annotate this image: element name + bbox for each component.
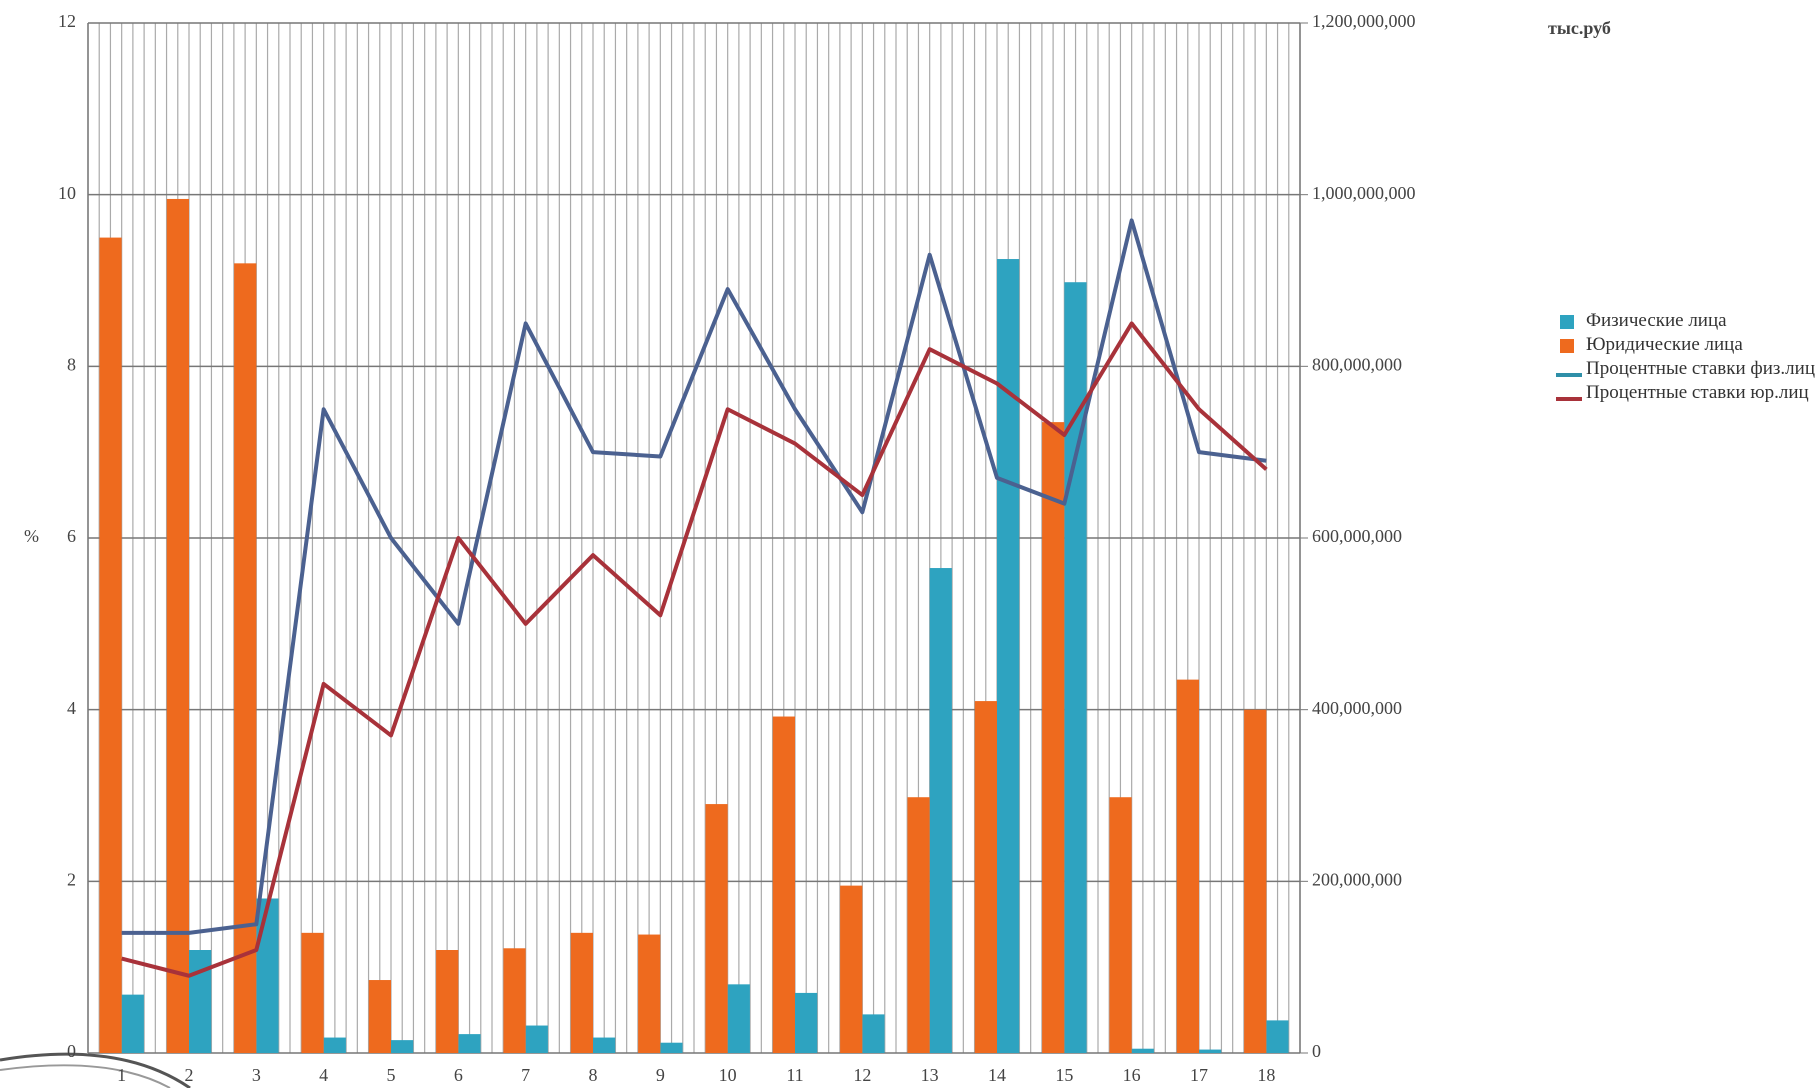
bar bbox=[705, 804, 728, 1053]
bar bbox=[660, 1042, 683, 1053]
bar bbox=[368, 980, 391, 1053]
legend-swatch bbox=[1556, 373, 1582, 377]
bar bbox=[593, 1037, 616, 1053]
bar bbox=[1244, 709, 1267, 1053]
y-tick-label: 2 bbox=[67, 869, 76, 889]
x-tick-label: 3 bbox=[252, 1065, 261, 1085]
bar bbox=[570, 932, 593, 1053]
bar bbox=[121, 994, 144, 1053]
legend-label: Юридические лица bbox=[1586, 334, 1743, 355]
x-tick-label: 6 bbox=[454, 1065, 463, 1085]
x-tick-label: 18 bbox=[1257, 1065, 1275, 1085]
bar bbox=[929, 568, 952, 1053]
legend-item: Физические лица bbox=[1556, 310, 1820, 332]
y-tick-label: 12 bbox=[58, 11, 76, 31]
y-tick-label: 6 bbox=[67, 526, 76, 546]
x-tick-label: 2 bbox=[185, 1065, 194, 1085]
legend-swatch bbox=[1560, 339, 1574, 353]
y2-tick-label: 1,000,000,000 bbox=[1312, 183, 1416, 203]
x-tick-label: 7 bbox=[521, 1065, 530, 1085]
bar bbox=[1266, 1020, 1289, 1053]
x-tick-label: 10 bbox=[719, 1065, 737, 1085]
bar bbox=[862, 1014, 885, 1053]
legend: Физические лица Юридические лица Процентны… bbox=[1556, 310, 1820, 406]
y2-tick-label: 200,000,000 bbox=[1312, 869, 1402, 889]
bar bbox=[256, 898, 279, 1053]
y2-axis-label: тыс.руб bbox=[1548, 18, 1611, 38]
y2-tick-label: 0 bbox=[1312, 1041, 1321, 1061]
bar bbox=[1109, 797, 1132, 1053]
y2-tick-label: 600,000,000 bbox=[1312, 526, 1402, 546]
legend-label: Процентные ставки физ.лиц bbox=[1586, 358, 1815, 379]
bar bbox=[772, 716, 795, 1053]
bar bbox=[301, 932, 324, 1053]
legend-label: Физические лица bbox=[1586, 310, 1727, 331]
bar bbox=[458, 1034, 481, 1053]
y2-tick-label: 800,000,000 bbox=[1312, 354, 1402, 374]
y2-tick-label: 400,000,000 bbox=[1312, 698, 1402, 718]
bar bbox=[1176, 679, 1199, 1053]
bar bbox=[99, 237, 122, 1054]
bar bbox=[166, 198, 189, 1054]
x-tick-label: 4 bbox=[319, 1065, 328, 1085]
x-tick-label: 16 bbox=[1123, 1065, 1141, 1085]
x-tick-label: 15 bbox=[1055, 1065, 1073, 1085]
bar bbox=[391, 1040, 414, 1053]
bar bbox=[1064, 282, 1087, 1053]
bar bbox=[525, 1025, 548, 1053]
x-tick-label: 9 bbox=[656, 1065, 665, 1085]
y-axis-label: % bbox=[24, 526, 39, 546]
y-tick-label: 8 bbox=[67, 354, 76, 374]
legend-swatch bbox=[1556, 397, 1582, 401]
bar bbox=[503, 948, 526, 1053]
y2-tick-label: 1,200,000,000 bbox=[1312, 11, 1416, 31]
bar bbox=[436, 950, 459, 1053]
decoration bbox=[0, 1064, 171, 1088]
legend-label: Процентные ставки юр.лиц bbox=[1586, 382, 1809, 403]
legend-item: Юридические лица bbox=[1556, 334, 1820, 356]
bar bbox=[727, 984, 750, 1053]
y-tick-label: 0 bbox=[67, 1041, 76, 1061]
legend-item: Процентные ставки юр.лиц bbox=[1556, 382, 1820, 404]
x-tick-label: 1 bbox=[117, 1065, 126, 1085]
bar bbox=[189, 950, 212, 1053]
x-tick-label: 11 bbox=[786, 1065, 803, 1085]
bar bbox=[1131, 1048, 1154, 1053]
x-tick-label: 8 bbox=[589, 1065, 598, 1085]
bar bbox=[1199, 1049, 1222, 1053]
line bbox=[121, 321, 1268, 978]
legend-item: Процентные ставки физ.лиц bbox=[1556, 358, 1820, 380]
bar bbox=[234, 263, 257, 1053]
bar bbox=[1042, 422, 1065, 1053]
x-tick-label: 13 bbox=[921, 1065, 939, 1085]
bar bbox=[323, 1037, 346, 1053]
x-tick-label: 5 bbox=[387, 1065, 396, 1085]
x-tick-label: 14 bbox=[988, 1065, 1006, 1085]
bar bbox=[840, 885, 863, 1053]
bar bbox=[907, 797, 930, 1053]
legend-swatch bbox=[1560, 315, 1574, 329]
line bbox=[121, 218, 1267, 935]
x-tick-label: 17 bbox=[1190, 1065, 1208, 1085]
y-tick-label: 10 bbox=[58, 183, 76, 203]
x-tick-label: 12 bbox=[853, 1065, 871, 1085]
y-tick-label: 4 bbox=[67, 698, 76, 718]
bar bbox=[638, 934, 661, 1053]
decoration bbox=[0, 1052, 191, 1088]
bar bbox=[795, 992, 818, 1053]
bar bbox=[997, 259, 1020, 1054]
bar bbox=[974, 701, 997, 1053]
